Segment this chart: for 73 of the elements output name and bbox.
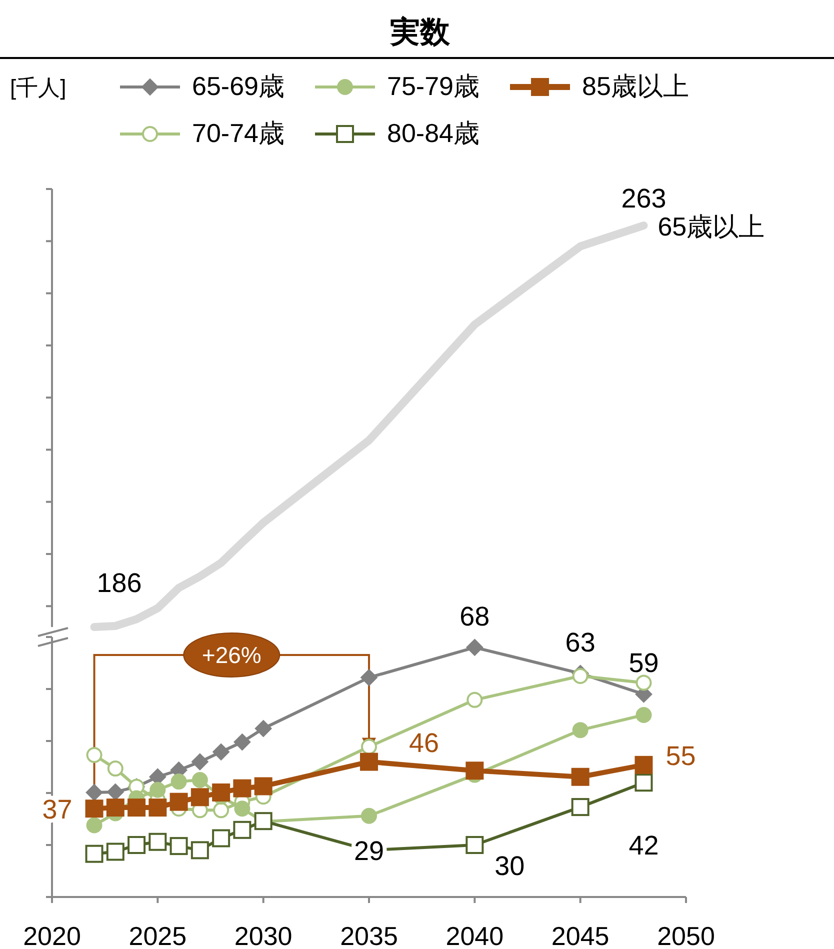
x-tick-label: 2050 <box>657 921 715 949</box>
data-label: 59 <box>628 648 659 678</box>
point <box>571 798 590 816</box>
point <box>361 738 377 755</box>
point <box>212 829 230 848</box>
data-label: 30 <box>494 851 525 881</box>
x-tick-label: 2020 <box>23 921 81 949</box>
point <box>213 802 230 818</box>
data-label: 55 <box>666 741 696 771</box>
point <box>148 798 167 817</box>
point <box>571 768 590 786</box>
point <box>86 817 102 834</box>
point <box>634 774 653 792</box>
point <box>360 752 378 771</box>
point <box>170 837 188 856</box>
point <box>170 792 188 811</box>
point <box>466 836 484 854</box>
point <box>148 832 167 851</box>
point <box>212 743 230 760</box>
point <box>106 842 124 861</box>
legend-label: 70-74歳 <box>192 118 284 148</box>
series-label: 65歳以上 <box>658 212 765 242</box>
point <box>150 782 166 798</box>
point <box>254 777 272 796</box>
point <box>107 760 124 777</box>
point <box>190 841 209 860</box>
legend-label: 80-84歳 <box>387 118 480 148</box>
y-axis-title: [千人] <box>10 75 66 100</box>
point <box>234 734 251 751</box>
chart-title: 実数 <box>389 15 451 49</box>
data-label: 37 <box>42 794 72 825</box>
legend-label: 65-69歳 <box>192 71 284 101</box>
x-tick-label: 2045 <box>551 921 610 949</box>
point <box>106 798 124 817</box>
data-label: 46 <box>409 728 440 758</box>
point <box>361 808 377 824</box>
point <box>212 783 230 802</box>
point <box>170 774 187 790</box>
point <box>572 722 588 738</box>
data-label: 42 <box>628 830 659 861</box>
point <box>466 692 483 708</box>
legend-label: 75-79歳 <box>387 71 480 101</box>
annotation: +26% <box>202 642 262 668</box>
point <box>636 674 652 691</box>
data-label: 68 <box>460 601 490 632</box>
x-tick-label: 2035 <box>340 921 398 949</box>
data-label: 186 <box>96 568 142 598</box>
point <box>233 779 252 798</box>
point <box>128 798 146 817</box>
point <box>466 762 484 780</box>
point <box>234 800 250 817</box>
data-label: 263 <box>621 184 666 214</box>
point <box>466 638 484 656</box>
point <box>254 720 272 738</box>
data-label: 63 <box>565 627 596 658</box>
point <box>190 788 209 806</box>
point <box>572 668 588 684</box>
point <box>86 747 102 764</box>
point <box>86 784 103 801</box>
legend-label: 85歳以上 <box>582 71 689 101</box>
point <box>85 800 104 818</box>
x-tick-label: 2040 <box>446 921 504 949</box>
point <box>636 707 652 723</box>
point <box>634 756 653 774</box>
point <box>192 772 208 788</box>
point <box>128 836 146 854</box>
x-tick-label: 2030 <box>234 921 292 949</box>
point <box>106 783 124 800</box>
point <box>191 753 208 770</box>
point <box>360 669 378 686</box>
x-tick-label: 2025 <box>128 921 187 949</box>
point <box>233 820 252 839</box>
point <box>85 844 104 863</box>
